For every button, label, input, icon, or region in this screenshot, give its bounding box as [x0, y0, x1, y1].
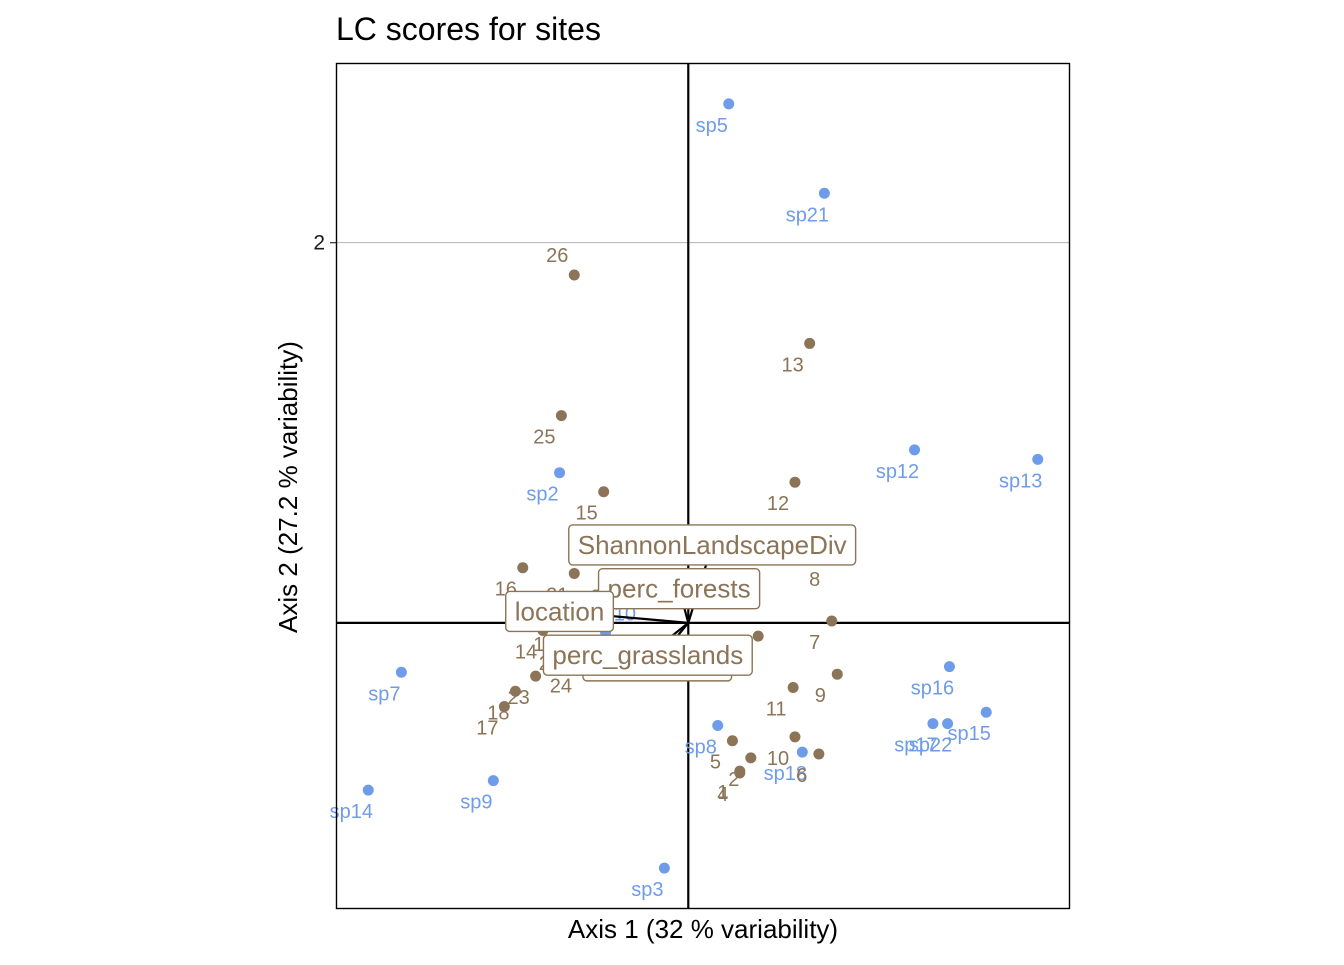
species-point-sp8 — [712, 720, 724, 732]
site-point-5 — [726, 735, 738, 747]
site-point-6 — [813, 748, 825, 760]
site-point-21 — [568, 567, 580, 579]
site-label-10: 10 — [767, 748, 789, 770]
site-label-7: 7 — [809, 632, 820, 654]
species-point-sp22 — [942, 718, 954, 730]
species-label-sp16: sp16 — [911, 678, 954, 700]
site-point-10 — [789, 731, 801, 743]
species-point-sp13 — [1032, 453, 1044, 465]
site-point-9 — [831, 668, 843, 680]
site-point-12 — [789, 476, 801, 488]
species-label-sp22: sp22 — [909, 735, 952, 757]
species-label-sp18: sp18 — [764, 763, 807, 785]
site-point-2 — [745, 752, 757, 764]
site-label-4: 4 — [717, 784, 728, 806]
species-label-sp7: sp7 — [368, 683, 400, 705]
site-label-12: 12 — [767, 493, 789, 515]
species-point-sp18 — [796, 746, 808, 758]
site-label-23: 23 — [508, 687, 530, 709]
site-point-7 — [826, 615, 838, 627]
species-point-sp2 — [554, 467, 566, 479]
site-point-15 — [598, 486, 610, 498]
vector-label-text: location — [515, 596, 605, 626]
vector-label-box — [597, 567, 761, 610]
species-point-sp15 — [980, 706, 992, 718]
site-point-1 — [734, 765, 746, 777]
species-label-sp13: sp13 — [999, 470, 1042, 492]
x-axis-label: Axis 1 (32 % variability) — [568, 914, 838, 944]
chart-title: LC scores for sites — [336, 11, 601, 47]
species-label-sp21: sp21 — [786, 204, 829, 226]
species-point-sp9 — [487, 775, 499, 787]
site-point-23 — [530, 670, 542, 682]
site-point-26 — [568, 269, 580, 281]
y-axis-label: Axis 2 (27.2 % variability) — [273, 341, 303, 633]
site-label-8: 8 — [809, 569, 820, 591]
zero-axes — [337, 64, 1069, 908]
species-point-sp7 — [395, 666, 407, 678]
site-label-25: 25 — [533, 427, 555, 449]
site-point-17 — [498, 701, 510, 713]
species-label-sp5: sp5 — [696, 115, 728, 137]
vector-label-ShannonLandscapeDiv: ShannonLandscapeDiv — [568, 524, 857, 566]
species-point-sp17 — [927, 718, 939, 730]
species-point-sp3 — [658, 862, 670, 874]
species-label-sp9: sp9 — [460, 792, 492, 814]
site-label-13: 13 — [782, 354, 804, 376]
vector-label-box — [568, 524, 857, 566]
species-label-sp14: sp14 — [330, 801, 373, 823]
site-label-2: 2 — [728, 769, 739, 791]
site-label-6: 6 — [796, 765, 807, 787]
site-label-5: 5 — [710, 752, 721, 774]
site-label-9: 9 — [815, 685, 826, 707]
species-label-sp17: sp17 — [894, 735, 937, 757]
species-label-sp15: sp15 — [948, 723, 991, 745]
vector-label-perc_grasslands: perc_grasslands — [542, 634, 753, 676]
vector-label-text: ShannonLandscapeDiv — [578, 530, 847, 560]
vector-label-text: perc_grasslands — [552, 640, 743, 670]
site-label-11: 11 — [766, 698, 787, 720]
vector-label-box — [505, 590, 615, 633]
species-label-sp8: sp8 — [685, 737, 717, 759]
species-label-sp3: sp3 — [631, 879, 663, 901]
site-label-24: 24 — [550, 676, 572, 698]
vector-label-location: location — [505, 590, 615, 633]
plot-panel-border — [335, 62, 1071, 910]
y-tick-label: 2 — [313, 232, 325, 255]
site-point-16 — [517, 562, 529, 574]
species-point-sp14 — [362, 784, 374, 796]
species-point-sp16 — [943, 661, 955, 673]
site-point-13 — [804, 337, 816, 349]
site-point-3 — [752, 630, 764, 642]
site-point-11 — [787, 681, 799, 693]
vector-label-perc_forests: perc_forests — [597, 567, 761, 610]
species-label-sp12: sp12 — [876, 461, 919, 483]
species-point-sp5 — [723, 98, 735, 110]
vector-label-box — [542, 634, 753, 676]
species-point-sp21 — [818, 187, 830, 199]
site-label-1: 1 — [717, 782, 728, 804]
site-point-25 — [555, 410, 567, 422]
site-point-18 — [509, 685, 521, 697]
site-label-26: 26 — [546, 245, 568, 267]
site-label-15: 15 — [576, 503, 598, 525]
site-label-17: 17 — [476, 718, 498, 740]
site-label-14: 14 — [515, 641, 537, 663]
vector-label-text: perc_forests — [608, 574, 751, 604]
y-axis-ticks: 2 — [313, 232, 337, 255]
species-label-sp2: sp2 — [526, 484, 558, 506]
species-point-sp12 — [909, 444, 921, 456]
